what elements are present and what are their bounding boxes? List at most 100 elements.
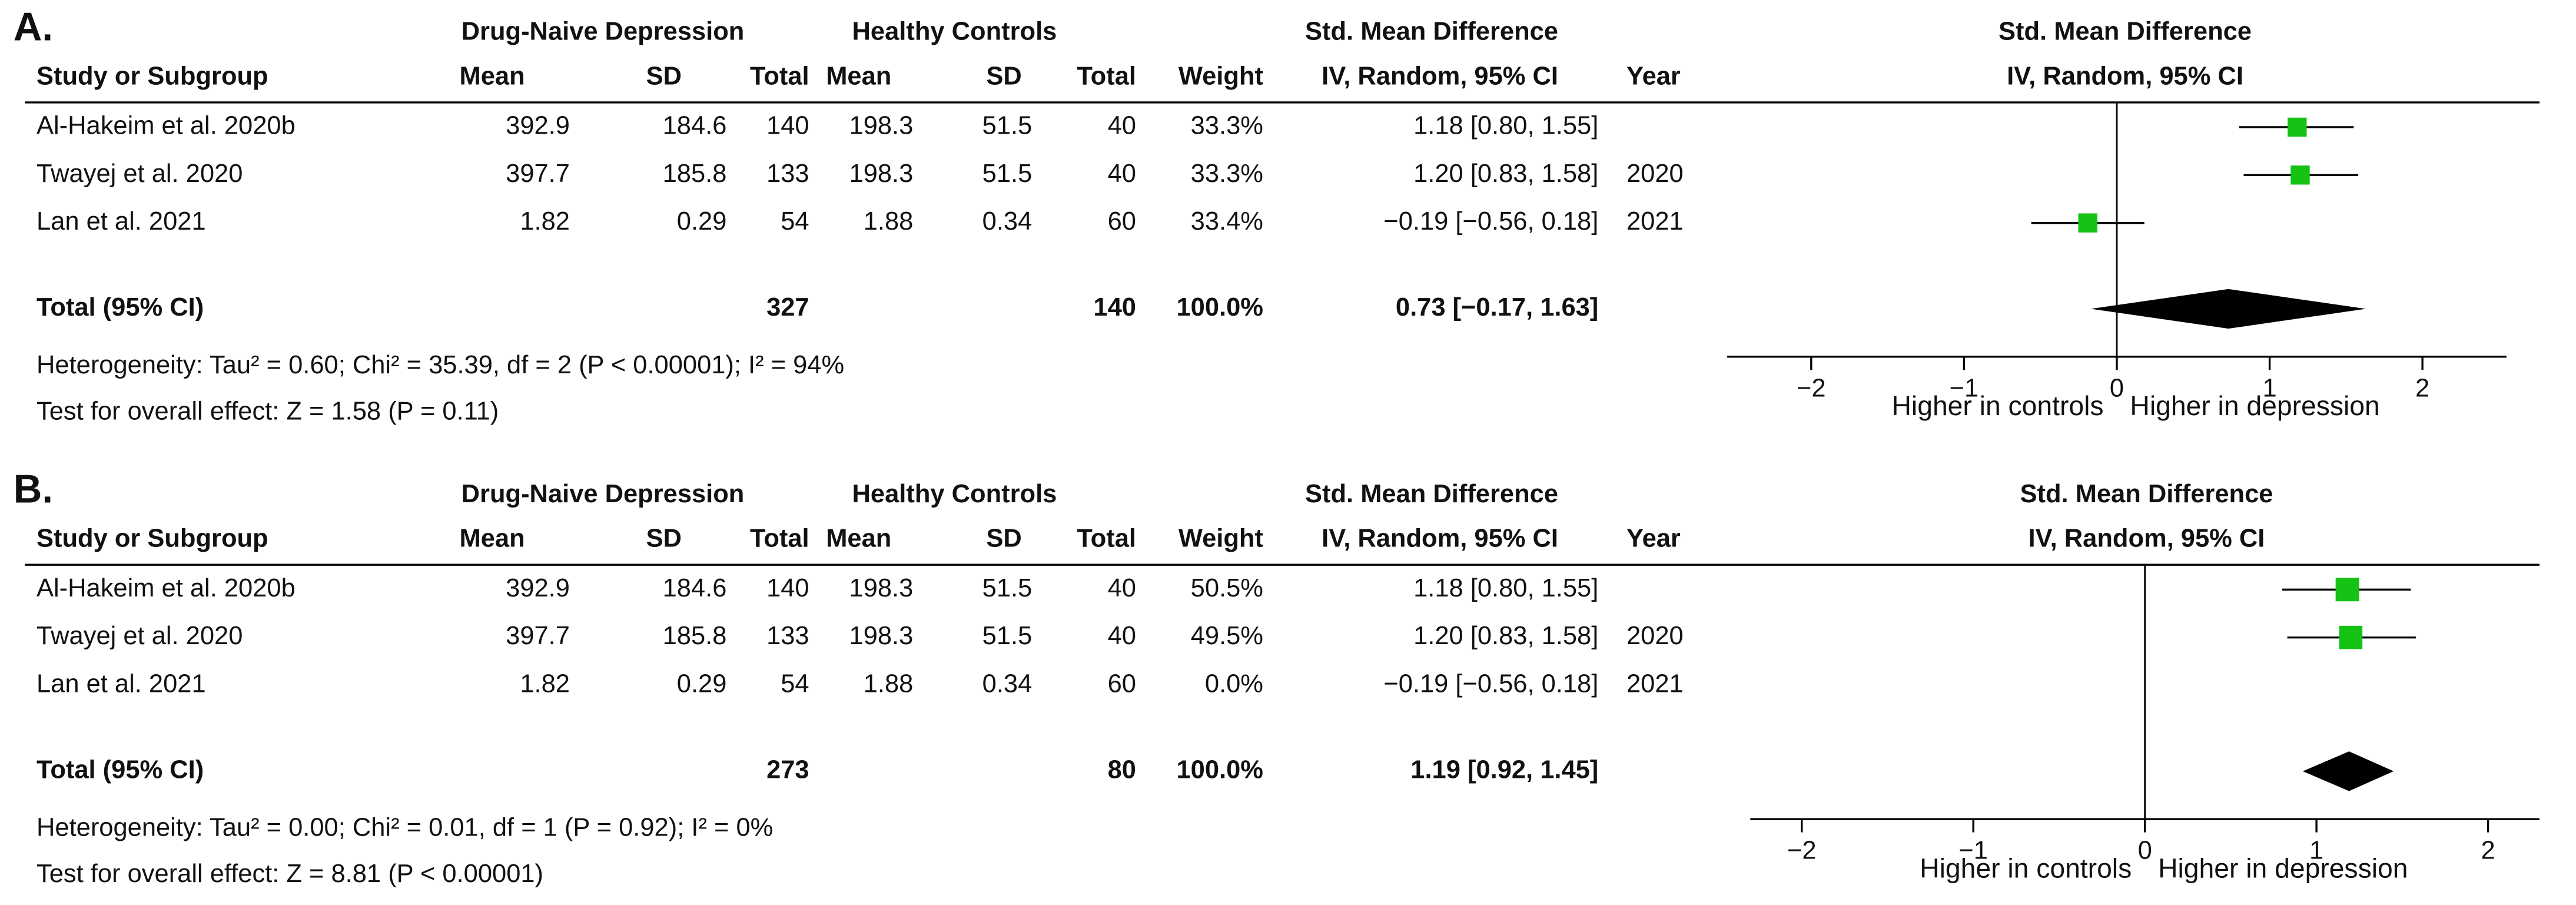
table-cell: 133 — [766, 160, 809, 188]
study-name: Twayej et al. 2020 — [36, 160, 243, 188]
x-tick-label: 1 — [2309, 837, 2323, 865]
table-cell: 392.9 — [506, 574, 570, 602]
table-cell: 0.29 — [677, 207, 727, 236]
column-header: SD — [986, 62, 1021, 90]
column-header: Mean — [460, 525, 525, 553]
x-tick-label: −2 — [1787, 837, 1817, 865]
total-label: Total (95% CI) — [36, 293, 204, 321]
column-header: SD — [646, 525, 682, 553]
table-cell: 185.8 — [663, 160, 727, 188]
forest-panel: A. Drug-Naive Depression Healthy Controls S… — [14, 5, 2540, 426]
table-cell: 51.5 — [982, 111, 1033, 140]
table-cell: 51.5 — [982, 160, 1033, 188]
total-label: Total (95% CI) — [36, 755, 204, 784]
table-cell: 40 — [1108, 111, 1136, 140]
heterogeneity: Heterogeneity: Tau² = 0.60; Chi² = 35.39… — [36, 351, 844, 379]
group-header: Healthy Controls — [852, 480, 1057, 508]
total-n: 273 — [766, 755, 809, 784]
heterogeneity: Heterogeneity: Tau² = 0.00; Chi² = 0.01,… — [36, 813, 773, 841]
total-weight: 100.0% — [1176, 755, 1263, 784]
table-cell: 198.3 — [849, 160, 914, 188]
column-header: Total — [750, 525, 809, 553]
total-effect: 1.19 [0.92, 1.45] — [1410, 755, 1598, 784]
forest-panel: B. Drug-Naive Depression Healthy Controls S… — [14, 468, 2540, 888]
column-header: Total — [1077, 62, 1136, 90]
table-cell: 1.82 — [520, 669, 570, 698]
table-cell: 40 — [1108, 622, 1136, 650]
table-cell: 0.34 — [982, 669, 1033, 698]
column-header: IV, Random, 95% CI — [1322, 525, 1558, 553]
effect-ci: 1.18 [0.80, 1.55] — [1413, 574, 1598, 602]
year: 2021 — [1626, 669, 1684, 698]
weight: 49.5% — [1191, 622, 1263, 650]
study-name: Lan et al. 2021 — [36, 207, 206, 236]
table-cell: 392.9 — [506, 111, 570, 140]
group-header: Std. Mean Difference — [1999, 18, 2252, 46]
table-cell: 397.7 — [506, 160, 570, 188]
column-header: Total — [1077, 525, 1136, 553]
total-n: 80 — [1108, 755, 1136, 784]
group-header: Std. Mean Difference — [2020, 480, 2273, 508]
weight: 33.3% — [1191, 111, 1263, 140]
x-tick-label: 0 — [2110, 374, 2124, 402]
column-header: Mean — [460, 62, 525, 90]
study-name: Twayej et al. 2020 — [36, 622, 243, 650]
group-header: Std. Mean Difference — [1305, 18, 1558, 46]
table-cell: 54 — [781, 669, 809, 698]
column-header: Weight — [1179, 62, 1263, 90]
effect-square — [2078, 213, 2097, 233]
table-cell: 140 — [766, 574, 809, 602]
x-tick-label: −1 — [1950, 374, 1979, 402]
panel-label: B. — [14, 468, 53, 512]
effect-square — [2288, 117, 2307, 137]
weight: 50.5% — [1191, 574, 1263, 602]
column-header: Weight — [1179, 525, 1263, 553]
total-n: 327 — [766, 293, 809, 321]
column-header: Year — [1626, 525, 1681, 553]
table-cell: 54 — [781, 207, 809, 236]
table-cell: 0.34 — [982, 207, 1033, 236]
effect-square — [2339, 625, 2363, 649]
effect-ci: 1.20 [0.83, 1.58] — [1413, 622, 1598, 650]
table-cell: 60 — [1108, 669, 1136, 698]
table-cell: 40 — [1108, 160, 1136, 188]
table-cell: 184.6 — [663, 111, 727, 140]
table-cell: 184.6 — [663, 574, 727, 602]
group-header: Drug-Naive Depression — [462, 18, 745, 46]
table-cell: 198.3 — [849, 111, 914, 140]
table-cell: 1.82 — [520, 207, 570, 236]
effect-square — [2335, 578, 2359, 602]
column-header: Total — [750, 62, 809, 90]
study-name: Lan et al. 2021 — [36, 669, 206, 698]
effect-ci: 1.18 [0.80, 1.55] — [1413, 111, 1598, 140]
x-tick-label: 2 — [2481, 837, 2495, 865]
total-n: 140 — [1093, 293, 1136, 321]
study-name: Al-Hakeim et al. 2020b — [36, 111, 296, 140]
panel-label: A. — [14, 5, 53, 49]
effect-square — [2290, 165, 2310, 185]
overall-effect: Test for overall effect: Z = 1.58 (P = 0… — [36, 397, 499, 426]
group-header: Healthy Controls — [852, 18, 1057, 46]
table-cell: 51.5 — [982, 574, 1033, 602]
column-header: Study or Subgroup — [36, 62, 268, 90]
table-cell: 140 — [766, 111, 809, 140]
table-cell: 185.8 — [663, 622, 727, 650]
column-header: Year — [1626, 62, 1681, 90]
x-tick-label: −2 — [1797, 374, 1826, 402]
table-cell: 60 — [1108, 207, 1136, 236]
total-weight: 100.0% — [1176, 293, 1263, 321]
table-cell: 198.3 — [849, 574, 914, 602]
table-cell: 1.88 — [864, 207, 914, 236]
column-header: IV, Random, 95% CI — [1322, 62, 1558, 90]
year: 2021 — [1626, 207, 1684, 236]
table-cell: 198.3 — [849, 622, 914, 650]
weight: 33.3% — [1191, 160, 1263, 188]
effect-ci: −0.19 [−0.56, 0.18] — [1383, 669, 1598, 698]
column-header: Study or Subgroup — [36, 525, 268, 553]
total-diamond — [2090, 289, 2366, 329]
total-diamond — [2302, 751, 2394, 791]
effect-ci: −0.19 [−0.56, 0.18] — [1383, 207, 1598, 236]
x-tick-label: 2 — [2415, 374, 2429, 402]
